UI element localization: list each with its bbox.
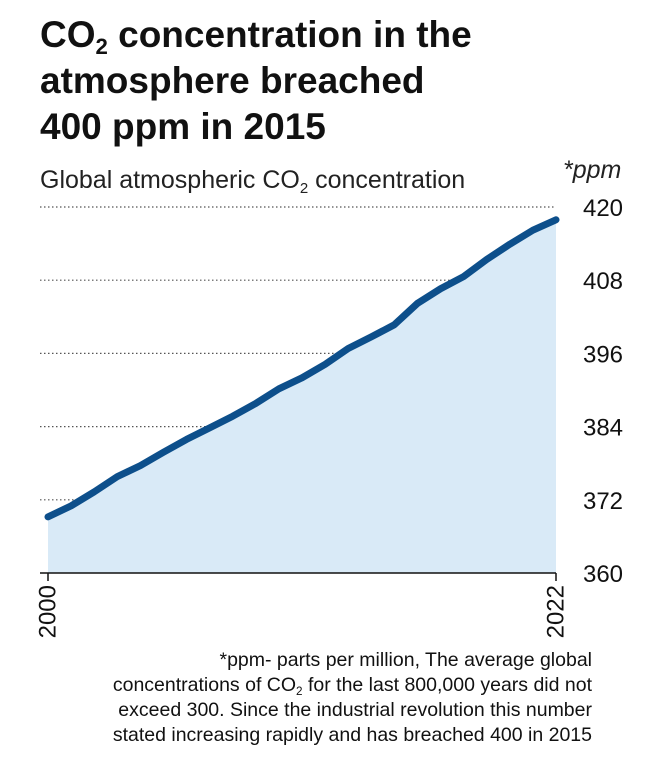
title-line-2: atmosphere breached — [40, 60, 425, 101]
footnote-line-1: *ppm- parts per million, The average glo… — [219, 649, 593, 671]
y-tick-label: 372 — [583, 488, 623, 515]
title-subscript: 2 — [95, 33, 108, 59]
area-fill — [48, 219, 556, 573]
footnote-line-4: stated increasing rapidly and has breach… — [112, 724, 592, 746]
x-tick-label: 2000 — [35, 585, 62, 638]
unit-label: *ppm — [563, 156, 622, 184]
y-tick-label: 408 — [583, 268, 623, 295]
title-line-1-post: concentration in the — [107, 14, 472, 55]
chart-title: CO2 concentration in the atmosphere brea… — [40, 12, 640, 150]
y-tick-label: 420 — [583, 195, 623, 222]
subtitle-pre: Global atmospheric CO — [40, 166, 300, 194]
y-tick-label: 396 — [583, 341, 623, 368]
y-tick-label: 384 — [583, 415, 623, 442]
footnote-line-2-post: for the last 800,000 years did not — [302, 674, 592, 696]
title-line-1-pre: CO — [40, 14, 96, 55]
footnote-line-2: concentrations of CO2 for the last 800,0… — [20, 673, 592, 698]
subtitle-post: concentration — [308, 166, 466, 194]
title-line-1: CO2 concentration in the — [40, 12, 640, 58]
x-axis-ticks: 2000 2022 — [35, 573, 570, 638]
footnote-line-2-pre: concentrations of CO — [112, 674, 297, 696]
series-line — [44, 216, 560, 521]
title-line-3: 400 ppm in 2015 — [40, 106, 326, 147]
footnote-subscript: 2 — [296, 684, 303, 698]
subtitle-subscript: 2 — [299, 179, 309, 197]
y-axis-ticks: 360 372 384 396 408 420 — [583, 195, 623, 588]
y-tick-label: 360 — [583, 561, 623, 588]
footnote-line-3: exceed 300. Since the industrial revolut… — [118, 699, 592, 721]
x-tick-label: 2022 — [543, 585, 570, 638]
footnote: *ppm- parts per million, The average glo… — [20, 648, 592, 748]
chart-subtitle: Global atmospheric CO2 concentration — [40, 166, 466, 197]
